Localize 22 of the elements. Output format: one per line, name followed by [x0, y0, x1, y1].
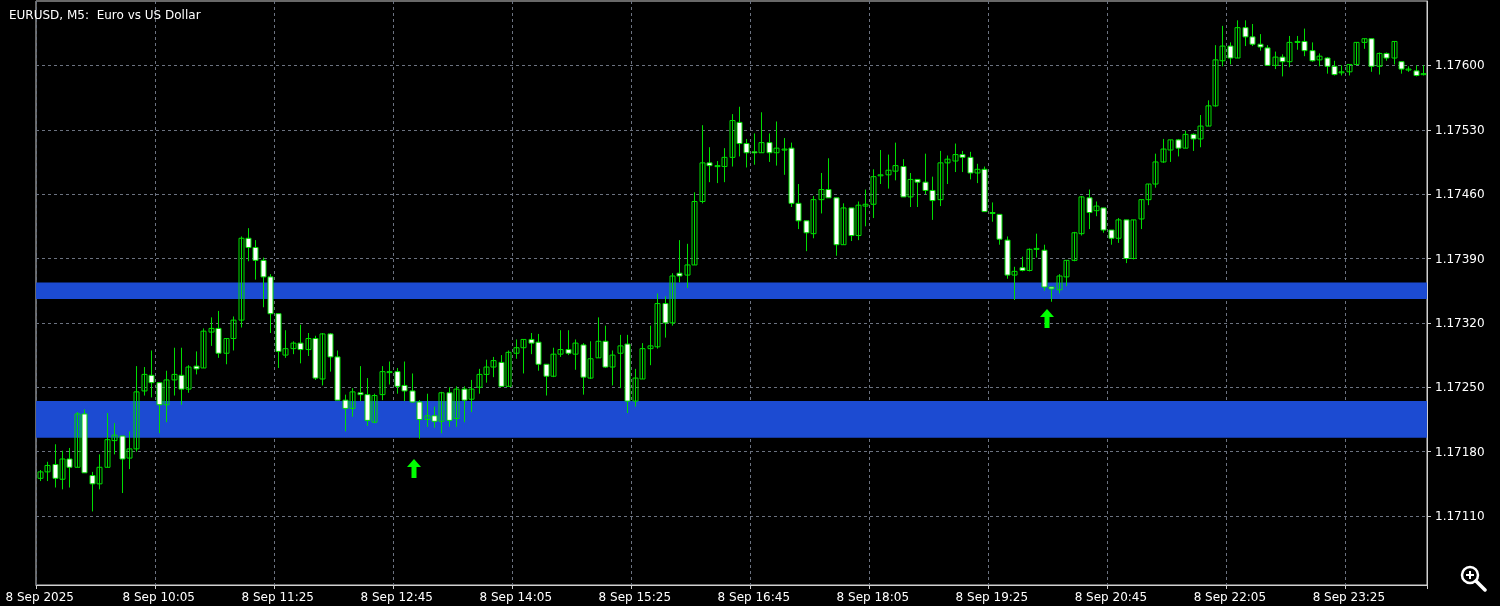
y-tick-label: 1.17320	[1435, 315, 1485, 330]
x-tick-label: 8 Sep 16:45	[717, 590, 791, 604]
y-tick-label: 1.17250	[1435, 380, 1485, 395]
y-tick-label: 1.17110	[1435, 509, 1485, 524]
x-tick-label: 8 Sep 15:25	[598, 590, 672, 604]
x-tick-label: 8 Sep 19:25	[955, 590, 1029, 604]
x-tick-label: 8 Sep 10:05	[122, 590, 195, 604]
text: EURUSD, M5: Euro vs US Dollar	[9, 8, 201, 22]
x-tick-label: 8 Sep 14:05	[479, 590, 553, 604]
y-tick-label: 1.17460	[1435, 187, 1485, 202]
x-tick-label: 8 Sep 18:05	[836, 590, 910, 604]
x-tick-label: 8 Sep 12:45	[360, 590, 433, 604]
x-tick-label: 8 Sep 11:25	[241, 590, 314, 604]
y-tick-label: 1.17390	[1435, 251, 1485, 266]
x-tick-label: 8 Sep 22:05	[1193, 590, 1267, 604]
x-tick-label: 8 Sep 2025	[5, 590, 74, 604]
y-tick-label: 1.17530	[1435, 122, 1485, 137]
y-tick-label: 1.17180	[1435, 444, 1485, 459]
y-tick-label: 1.17600	[1435, 58, 1485, 73]
x-tick-label: 8 Sep 23:25	[1312, 590, 1386, 604]
x-tick-label: 8 Sep 20:45	[1074, 590, 1148, 604]
candlestick	[989, 201, 996, 223]
